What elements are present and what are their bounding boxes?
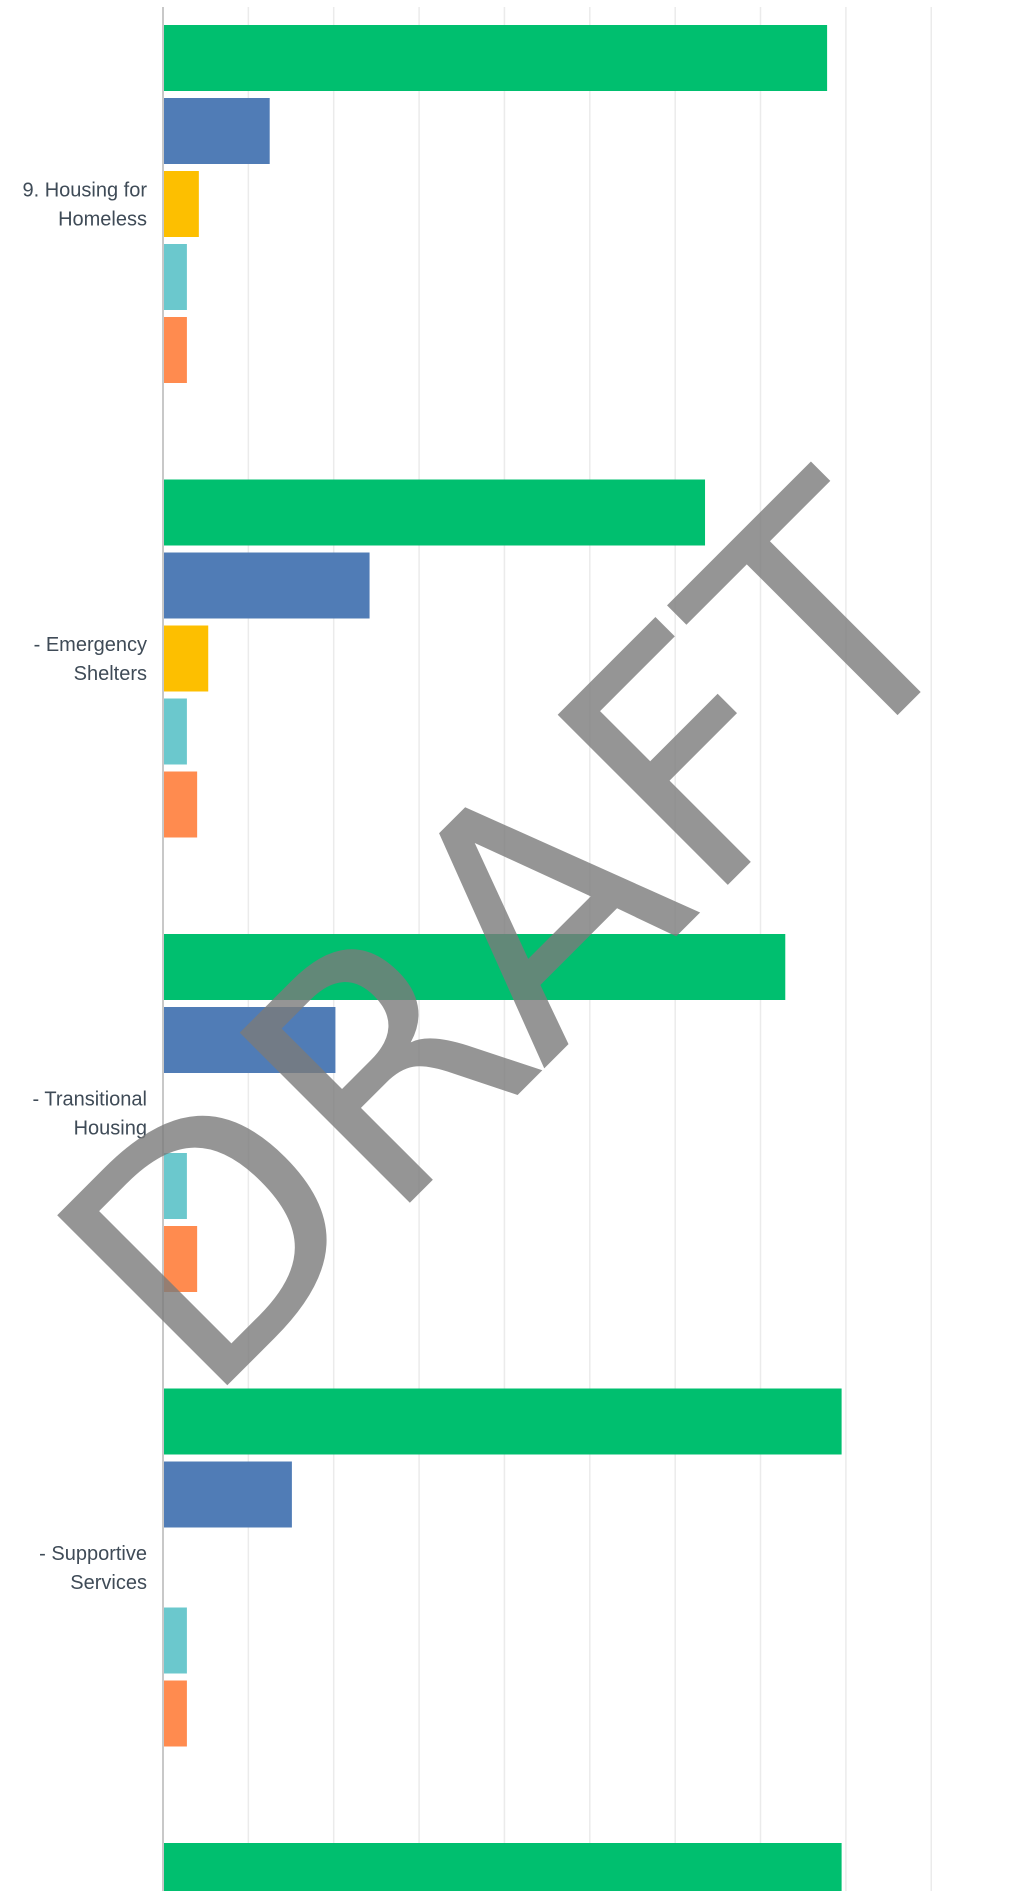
bar-cat4-series1 — [163, 1388, 842, 1455]
bar-cat1-series4 — [163, 244, 187, 310]
category-label-3-line-2: Housing — [74, 1118, 147, 1140]
bar-cat3-series1 — [163, 934, 786, 1000]
bar-cat3-series2 — [163, 1007, 336, 1073]
bar-cat1-series2 — [163, 98, 270, 164]
bar-cat4-series2 — [163, 1461, 292, 1528]
bar-cat1-series5 — [163, 317, 187, 383]
bar-cat4-series4 — [163, 1607, 187, 1674]
bars — [163, 25, 842, 1891]
bar-cat5-series1 — [163, 1843, 842, 1891]
category-label-2-line-2: Shelters — [74, 663, 147, 685]
bar-cat3-series4 — [163, 1153, 187, 1219]
bar-cat2-series5 — [163, 771, 198, 838]
bar-cat1-series1 — [163, 25, 828, 91]
bar-cat3-series5 — [163, 1226, 198, 1292]
category-label-4-line-2: Services — [70, 1572, 147, 1594]
bar-cat2-series1 — [163, 479, 706, 546]
bar-cat4-series5 — [163, 1680, 187, 1747]
bar-cat2-series4 — [163, 698, 187, 765]
category-label-2-line-1: - Emergency — [34, 634, 147, 656]
category-label-1-line-2: Homeless — [58, 209, 147, 231]
bar-cat2-series2 — [163, 552, 370, 619]
category-label-1-line-1: 9. Housing for — [22, 180, 147, 202]
category-label-4-line-1: - Supportive — [39, 1543, 147, 1565]
category-labels: 9. Housing for Homeless - Emergency Shelter… — [22, 180, 147, 1595]
bar-cat1-series3 — [163, 171, 199, 237]
category-label-3-line-1: - Transitional — [33, 1089, 148, 1111]
bar-cat2-series3 — [163, 625, 209, 692]
